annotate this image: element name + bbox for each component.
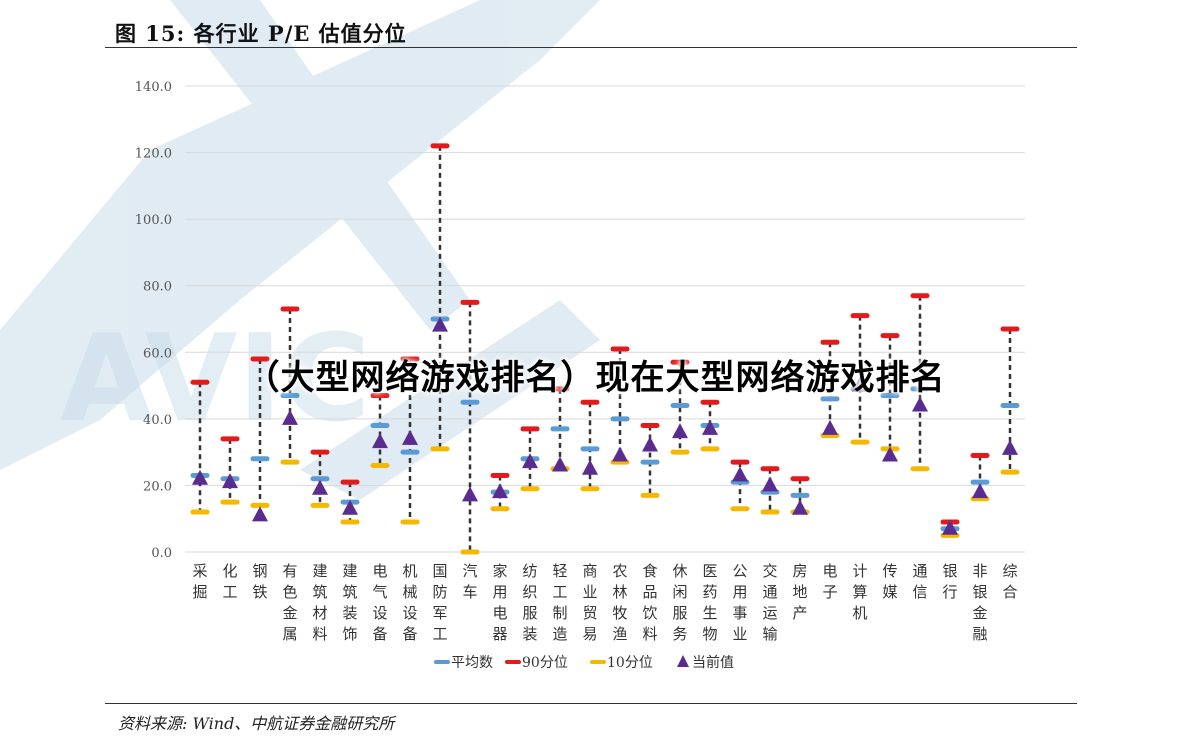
y-tick-label: 60.0 bbox=[143, 346, 172, 361]
current-value-marker bbox=[192, 469, 208, 485]
current-value-marker bbox=[672, 423, 688, 439]
x-category-label: 综合 bbox=[1002, 562, 1017, 601]
x-category-label: 国防军工 bbox=[432, 562, 447, 643]
current-value-marker bbox=[792, 499, 808, 515]
current-value-marker bbox=[492, 483, 508, 499]
x-category-label: 交通运输 bbox=[762, 562, 777, 643]
current-value-marker bbox=[972, 483, 988, 499]
x-category-label: 计算机 bbox=[852, 562, 867, 622]
x-category-label: 建筑装饰 bbox=[342, 562, 357, 643]
x-category-label: 建筑材料 bbox=[312, 562, 327, 643]
overlay-headline: （大型网络游戏排名）现在大型网络游戏排名 bbox=[245, 358, 946, 398]
current-value-marker bbox=[282, 409, 298, 425]
figure-title: 图 15: 各行业 P/E 估值分位 bbox=[115, 21, 407, 46]
x-category-label: 通信 bbox=[912, 562, 927, 601]
x-category-label: 轻工制造 bbox=[552, 562, 567, 643]
current-value-marker bbox=[252, 506, 268, 522]
x-category-label: 化工 bbox=[222, 562, 237, 601]
y-tick-label: 100.0 bbox=[135, 213, 172, 228]
current-value-marker bbox=[732, 466, 748, 482]
current-value-marker bbox=[582, 459, 598, 475]
y-tick-label: 40.0 bbox=[143, 413, 172, 428]
current-value-marker bbox=[372, 433, 388, 449]
y-tick-label: 80.0 bbox=[143, 280, 172, 295]
current-value-marker bbox=[942, 519, 958, 535]
current-value-marker bbox=[312, 479, 328, 495]
current-value-marker bbox=[552, 456, 568, 472]
x-category-label: 非银金融 bbox=[972, 562, 987, 643]
current-value-marker bbox=[912, 396, 928, 412]
x-category-label: 纺织服装 bbox=[522, 562, 537, 643]
current-value-marker bbox=[852, 376, 868, 392]
x-category-label: 电气设备 bbox=[372, 562, 387, 643]
current-value-marker bbox=[1002, 439, 1018, 455]
current-value-marker bbox=[462, 486, 478, 502]
x-category-label: 食品饮料 bbox=[642, 562, 657, 643]
current-value-marker bbox=[762, 476, 778, 492]
x-category-label: 医药生物 bbox=[702, 562, 717, 643]
x-category-label: 汽车 bbox=[462, 562, 477, 601]
legend-p90-label: 90分位 bbox=[522, 655, 568, 671]
top-rule bbox=[105, 47, 1077, 48]
current-value-marker bbox=[612, 446, 628, 462]
y-tick-label: 0.0 bbox=[151, 546, 172, 561]
bottom-rule bbox=[105, 703, 1077, 704]
x-category-label: 钢铁 bbox=[252, 562, 267, 601]
current-value-marker bbox=[882, 446, 898, 462]
legend-current-label: 当前值 bbox=[692, 654, 734, 671]
x-category-label: 农林牧渔 bbox=[612, 562, 627, 643]
current-value-marker bbox=[402, 429, 418, 445]
legend-current-swatch bbox=[677, 655, 689, 667]
current-value-marker bbox=[342, 499, 358, 515]
x-category-label: 机械设备 bbox=[402, 562, 417, 643]
x-category-label: 房地产 bbox=[792, 562, 807, 622]
current-value-marker bbox=[522, 453, 538, 469]
x-category-label: 传媒 bbox=[882, 562, 897, 601]
x-category-label: 公用事业 bbox=[732, 562, 747, 643]
y-tick-label: 120.0 bbox=[135, 147, 172, 162]
x-category-label: 休闲服务 bbox=[672, 562, 687, 643]
x-category-label: 电子 bbox=[822, 562, 837, 601]
x-category-label: 有色金属 bbox=[282, 562, 297, 643]
x-category-label: 家用电器 bbox=[492, 562, 507, 643]
current-value-marker bbox=[432, 316, 448, 332]
current-value-marker bbox=[222, 473, 238, 489]
current-value-marker bbox=[822, 419, 838, 435]
x-category-label: 银行 bbox=[942, 562, 957, 601]
x-category-label: 采掘 bbox=[192, 562, 207, 601]
y-tick-label: 140.0 bbox=[135, 80, 172, 95]
x-category-label: 商业贸易 bbox=[582, 562, 597, 643]
legend-avg-label: 平均数 bbox=[451, 655, 493, 671]
legend-p10-label: 10分位 bbox=[607, 655, 653, 671]
current-value-marker bbox=[642, 436, 658, 452]
current-value-marker bbox=[702, 419, 718, 435]
source-note: 资料来源: Wind、中航证券金融研究所 bbox=[118, 714, 395, 733]
y-tick-label: 20.0 bbox=[143, 479, 172, 494]
